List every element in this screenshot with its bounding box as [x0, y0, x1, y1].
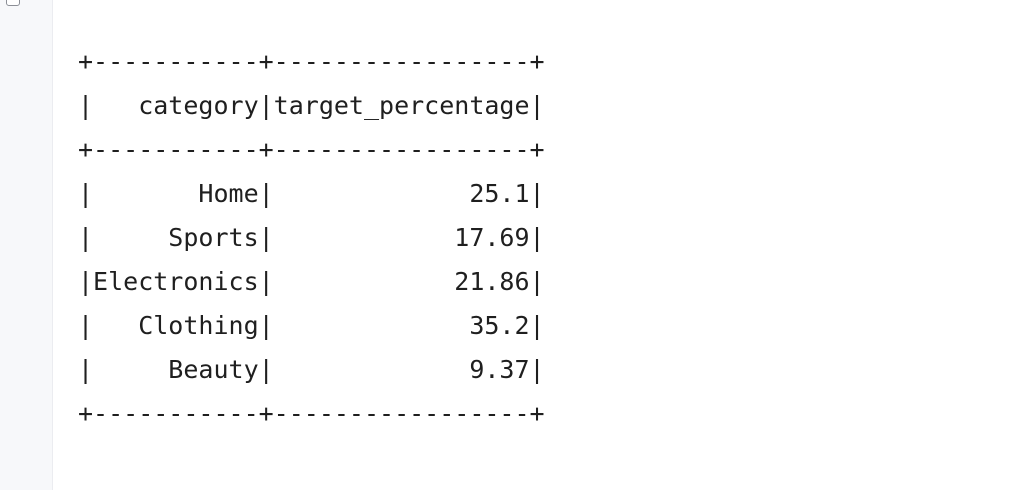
table-row: |Electronics| 21.86| — [78, 267, 545, 296]
table-border-top: +-----------+-----------------+ — [78, 47, 545, 76]
cell-gutter — [0, 0, 53, 490]
table-header-row: | category|target_percentage| — [78, 91, 545, 120]
cell-output-text: +-----------+-----------------+ | categor… — [78, 40, 545, 436]
cell-select-checkbox[interactable] — [6, 0, 20, 6]
table-row: | Clothing| 35.2| — [78, 311, 545, 340]
table-row: | Sports| 17.69| — [78, 223, 545, 252]
table-border-header: +-----------+-----------------+ — [78, 135, 545, 164]
table-border-bottom: +-----------+-----------------+ — [78, 399, 545, 428]
table-row: | Beauty| 9.37| — [78, 355, 545, 384]
table-row: | Home| 25.1| — [78, 179, 545, 208]
